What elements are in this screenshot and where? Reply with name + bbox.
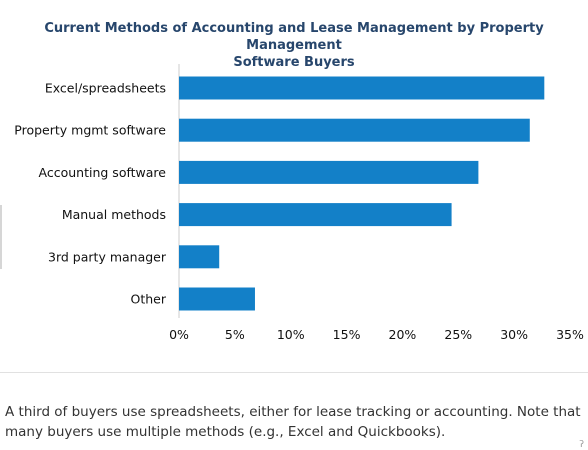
x-tick-label-5: 25% [444,327,472,342]
bar-5 [179,287,255,311]
bar-2 [179,160,479,184]
bar-4 [179,245,220,269]
category-label-4: 3rd party manager [48,249,167,264]
x-tick-label-6: 30% [500,327,528,342]
category-label-2: Accounting software [39,165,167,180]
x-tick-label-7: 35% [556,327,584,342]
category-label-3: Manual methods [62,207,166,222]
bar-3 [179,203,452,227]
caption-divider [0,372,588,373]
chart-title-line-2: Software Buyers [233,55,355,70]
chart-title-line-1: Current Methods of Accounting and Lease … [44,21,544,53]
bar-chart: Excel/spreadsheets Property mgmt software… [14,64,584,342]
scroll-indicator [0,205,2,269]
bar-0 [179,76,545,100]
chart-title: Current Methods of Accounting and Lease … [0,20,588,71]
x-tick-label-1: 5% [225,327,245,342]
x-tick-label-3: 15% [333,327,361,342]
x-tick-label-2: 10% [277,327,305,342]
x-tick-label-4: 20% [389,327,417,342]
category-label-1: Property mgmt software [14,123,166,138]
bar-1 [179,118,530,142]
category-label-5: Other [131,292,167,307]
corner-glyph: ʔ [579,440,584,450]
x-tick-label-0: 0% [169,327,189,342]
chart-panel: Current Methods of Accounting and Lease … [0,20,588,342]
chart-caption: A third of buyers use spreadsheets, eith… [5,404,581,440]
category-label-0: Excel/spreadsheets [45,81,166,96]
